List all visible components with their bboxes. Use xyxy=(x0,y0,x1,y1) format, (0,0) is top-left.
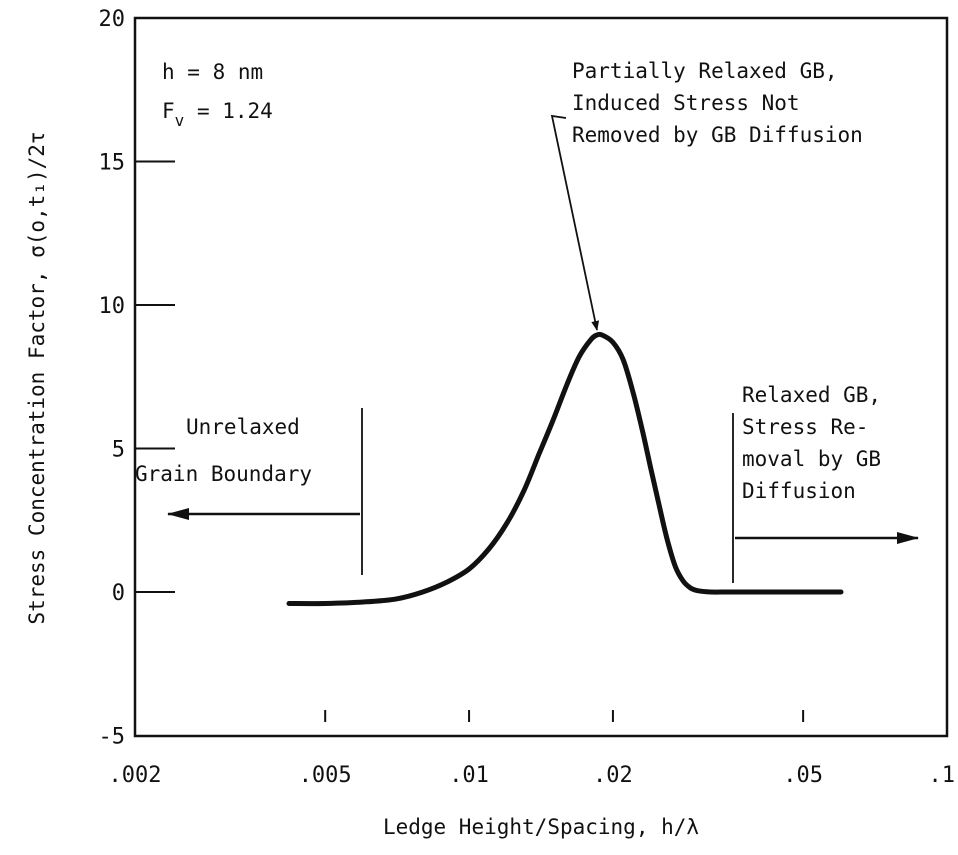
x-axis-ticks xyxy=(324,710,805,722)
annotation-unrelaxed-line2: Grain Boundary xyxy=(135,462,312,486)
y-tick-label: 20 xyxy=(99,7,126,32)
y-tick-label: -5 xyxy=(99,725,126,750)
y-tick-label: 10 xyxy=(99,294,126,319)
y-tick-label: 5 xyxy=(112,438,125,463)
annotation-peak-line2: Induced Stress Not xyxy=(572,91,800,115)
stress-curve-line xyxy=(286,331,844,607)
annotation-relaxed-line1: Relaxed GB, xyxy=(742,383,881,407)
param-fv-label: F xyxy=(162,99,175,123)
x-tick-label: .005 xyxy=(299,763,352,788)
x-tick-label: .05 xyxy=(783,763,823,788)
annotation-peak-line1: Partially Relaxed GB, xyxy=(572,59,838,83)
x-tick-label: .002 xyxy=(109,763,162,788)
plot-frame xyxy=(133,16,949,738)
param-fv: Fv = 1.24 xyxy=(162,99,273,130)
x-tick-label: .1 xyxy=(929,763,956,788)
y-tick-label: 15 xyxy=(99,151,126,176)
y-axis-ticks xyxy=(135,160,175,593)
annotation-relaxed-line2: Stress Re- xyxy=(742,415,868,439)
y-tick-label: 0 xyxy=(112,581,125,606)
param-fv-value: = 1.24 xyxy=(184,99,273,123)
x-tick-label: .02 xyxy=(593,763,633,788)
x-axis-title: Ledge Height/Spacing, h/λ xyxy=(383,815,699,839)
y-axis-title: Stress Concentration Factor, σ(o,t₁)/2τ xyxy=(25,131,49,624)
peak-annotation-leader xyxy=(550,114,600,331)
annotation-peak-line3: Removed by GB Diffusion xyxy=(572,123,863,147)
x-axis-tick-labels: .002 .005 .01 .02 .05 .1 xyxy=(109,763,955,788)
param-fv-sub: v xyxy=(175,111,185,130)
annotation-unrelaxed-line1: Unrelaxed xyxy=(186,415,300,439)
annotation-relaxed-line3: moval by GB xyxy=(742,447,881,471)
annotation-relaxed-line4: Diffusion xyxy=(742,479,856,503)
y-axis-tick-labels: 20 15 10 5 0 -5 xyxy=(99,7,126,750)
param-h: h = 8 nm xyxy=(162,60,263,84)
x-tick-label: .01 xyxy=(449,763,489,788)
